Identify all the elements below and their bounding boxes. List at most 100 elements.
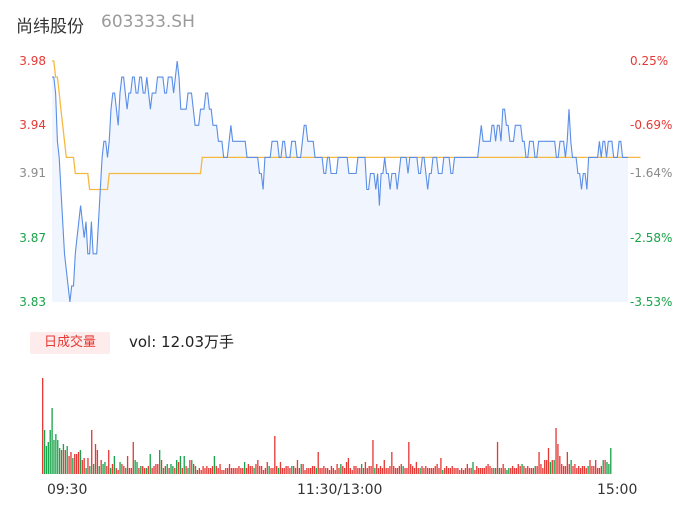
volume-bar	[289, 468, 291, 474]
volume-bar	[243, 462, 246, 474]
volume-bar	[581, 466, 584, 474]
volume-bar	[79, 450, 82, 474]
volume-bar	[504, 468, 506, 474]
volume-bar	[310, 468, 312, 474]
volume-bar	[415, 462, 418, 474]
volume-bar	[219, 464, 221, 474]
volume-bar	[159, 450, 161, 474]
volume-bar	[589, 460, 591, 474]
volume-bar	[191, 460, 193, 474]
volume-bar	[283, 468, 285, 474]
volume-bar	[300, 464, 302, 474]
volume-bar	[357, 468, 359, 474]
volume-bar	[551, 460, 553, 474]
pct-tick-label: -1.64%	[630, 166, 673, 181]
volume-bar	[266, 462, 268, 474]
volume-bar	[472, 462, 474, 474]
volume-bar	[517, 464, 519, 474]
volume-bar	[160, 460, 163, 474]
x-tick-open: 09:30	[47, 482, 88, 498]
volume-bar	[145, 468, 148, 474]
volume-bar	[115, 468, 117, 474]
volume-bar	[192, 464, 195, 474]
volume-bar	[576, 468, 578, 474]
volume-bar	[340, 464, 342, 474]
volume-bar	[396, 468, 399, 474]
volume-bar	[308, 468, 310, 474]
volume-bar	[564, 466, 567, 474]
volume-bar	[528, 468, 531, 474]
volume-bar	[121, 464, 123, 474]
volume-bar	[136, 462, 138, 474]
volume-bar	[423, 468, 425, 474]
volume-bar	[327, 468, 329, 474]
volume-bar	[566, 452, 569, 474]
price-tick-label: 3.83	[19, 295, 46, 309]
volume-bar	[209, 468, 212, 474]
volume-bar	[49, 430, 51, 474]
volume-bar	[485, 466, 487, 474]
volume-bar	[138, 468, 140, 474]
price-line	[52, 60, 628, 303]
volume-bar	[445, 466, 448, 474]
volume-bar	[432, 468, 435, 474]
volume-bar	[104, 462, 106, 474]
volume-bar	[298, 468, 301, 474]
volume-bar	[477, 468, 480, 474]
volume-bar	[77, 452, 80, 474]
volume-bar	[260, 466, 263, 474]
volume-bar	[276, 466, 278, 474]
volume-bar	[496, 442, 499, 474]
volume-bar	[64, 450, 66, 474]
pct-tick-label: -2.58%	[630, 230, 673, 245]
volume-bar	[402, 466, 404, 474]
volume-bar	[132, 442, 134, 474]
volume-bars	[42, 378, 612, 474]
volume-bar	[85, 468, 87, 474]
volume-bar	[211, 466, 214, 474]
volume-bar	[338, 468, 340, 474]
volume-bar	[140, 466, 142, 474]
volume-bar	[230, 468, 233, 474]
volume-bar	[53, 440, 55, 474]
volume-bar	[247, 464, 250, 474]
volume-bar	[544, 460, 546, 474]
volume-bar	[489, 466, 491, 474]
volume-bar	[143, 468, 146, 474]
volume-bar	[376, 464, 378, 474]
volume-bar	[462, 470, 465, 474]
volume-bar	[359, 468, 361, 474]
volume-bar	[364, 462, 367, 474]
volume-bar	[578, 466, 580, 474]
volume-bar	[100, 460, 102, 474]
volume-bar	[438, 468, 440, 474]
volume-bar	[268, 466, 270, 474]
volume-bar	[200, 470, 202, 474]
volume-bar	[351, 470, 353, 474]
volume-bar	[228, 464, 231, 474]
volume-bar	[113, 456, 116, 474]
volume-bar	[294, 468, 297, 474]
volume-bar	[249, 466, 251, 474]
volume-bar	[393, 466, 395, 474]
volume-bar	[385, 468, 387, 474]
volume-bar	[302, 464, 304, 474]
volume-bar	[606, 462, 608, 474]
volume-bar	[464, 468, 467, 474]
price-tick-label: 3.91	[19, 166, 46, 181]
volume-bar	[166, 464, 168, 474]
volume-bar	[466, 464, 468, 474]
volume-bar	[142, 466, 144, 474]
volume-bar	[330, 466, 333, 474]
volume-bar	[102, 464, 104, 474]
volume-bar	[336, 464, 338, 474]
volume-bar	[602, 460, 604, 474]
volume-bar	[542, 468, 544, 474]
volume-bar	[538, 452, 540, 474]
price-area-fill	[52, 61, 628, 302]
volume-bar	[479, 468, 482, 474]
volume-bar	[525, 468, 527, 474]
volume-badge[interactable]: 日成交量	[30, 332, 110, 354]
volume-bar	[225, 468, 227, 474]
